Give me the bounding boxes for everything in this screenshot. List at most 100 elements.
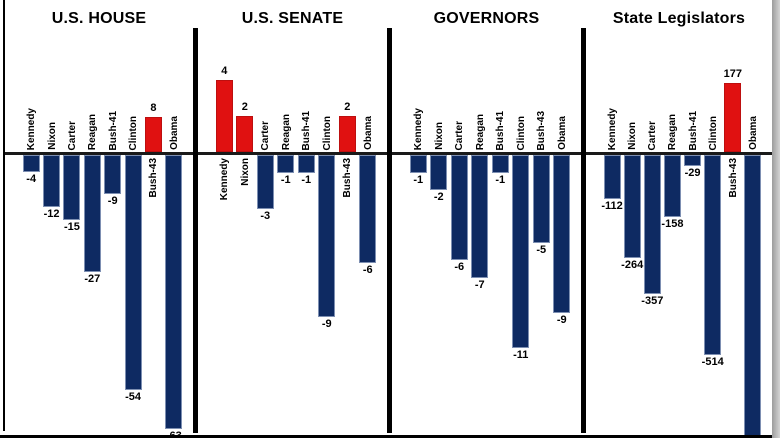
chart-title-us-house: U.S. HOUSE <box>51 10 147 27</box>
bar-obama <box>359 155 377 263</box>
x-axis-line <box>198 152 387 155</box>
bar-bush-41 <box>104 155 122 195</box>
bar-value-label: -264 <box>621 258 644 271</box>
chart-title-governors: GOVERNORS <box>433 10 540 27</box>
bar-value-label: 2 <box>241 101 248 113</box>
bar-bush-43 <box>532 155 550 243</box>
bar-category-label: Bush-43 <box>148 158 160 198</box>
bar-category-label: Bush-41 <box>301 110 313 150</box>
bar-nixon <box>236 116 254 152</box>
bar-clinton <box>704 155 722 356</box>
bar-category-label: Reagan <box>280 113 292 150</box>
bar-kennedy <box>603 155 621 199</box>
bar-reagan <box>471 155 489 278</box>
bar-value-label: 2 <box>344 101 351 113</box>
bar-value-label: -7 <box>474 278 485 291</box>
panel-divider <box>581 28 586 433</box>
bar-value-label: 4 <box>221 65 228 77</box>
chart-title-state-legislators: State Legislators <box>612 10 746 27</box>
bar-value-label: -6 <box>362 264 373 276</box>
bar-value-label: -158 <box>661 217 684 230</box>
bar-kennedy <box>215 80 233 152</box>
x-axis-line <box>5 152 193 155</box>
bar-value-label: -12 <box>43 208 60 221</box>
bar-bush-43 <box>144 117 162 152</box>
bar-category-label: Clinton <box>128 115 140 150</box>
bar-clinton <box>512 155 530 348</box>
bar-value-label: -1 <box>413 173 424 186</box>
bar-category-label: Obama <box>556 116 568 150</box>
bar-category-label: Carter <box>647 120 659 150</box>
bar-value-label: -9 <box>556 313 567 326</box>
bar-category-label: Obama <box>747 116 759 150</box>
bar-value-label: -11 <box>513 348 529 361</box>
bar-obama <box>744 155 762 438</box>
bar-category-label: Nixon <box>46 122 58 150</box>
bar-clinton <box>124 155 142 390</box>
bar-category-label: Nixon <box>433 122 445 150</box>
bar-value-label: -29 <box>684 167 701 180</box>
panel-governors: GOVERNORS Kennedy -1 Nixon -2 Carter -6 Reagan… <box>392 0 581 438</box>
bar-value-label: -2 <box>433 191 444 203</box>
bar-value-label: -1 <box>301 174 312 186</box>
bar-value-label: -112 <box>601 199 623 212</box>
bar-category-label: Reagan <box>87 113 99 150</box>
x-axis-line <box>392 152 581 155</box>
bar-value-label: -357 <box>641 295 664 308</box>
panel-us-senate: U.S. SENATE Kennedy 4 Nixon 2 Carter -3 Reagan… <box>198 0 387 438</box>
bar-category-label: Kennedy <box>26 107 38 150</box>
x-axis-line <box>586 152 772 155</box>
bar-nixon <box>623 155 641 258</box>
plot-area-governors: Kennedy -1 Nixon -2 Carter -6 Reagan -7 Bush-41 -… <box>392 0 581 438</box>
bar-category-label: Nixon <box>239 158 251 186</box>
bar-value-label: -6 <box>454 261 465 273</box>
bottom-frame-line <box>0 435 772 438</box>
bar-carter <box>63 155 81 221</box>
bar-category-label: Clinton <box>707 115 719 150</box>
bar-reagan <box>83 155 101 273</box>
bar-value-label: -5 <box>536 243 547 256</box>
bar-nixon <box>43 155 61 208</box>
plot-area-state-legislators: Kennedy -112 Nixon -264 Carter -357 Reagan -158… <box>586 0 772 438</box>
left-frame-line <box>3 0 5 431</box>
bar-carter <box>643 155 661 295</box>
bar-kennedy <box>409 155 427 173</box>
bar-category-label: Bush-43 <box>536 110 548 150</box>
bar-bush-41 <box>684 155 702 167</box>
bar-value-label: -1 <box>280 174 291 186</box>
panel-divider <box>193 28 198 433</box>
panel-state-legislators: State Legislators Kennedy -112 Nixon -264 Ca… <box>586 0 772 438</box>
bar-value-label: -514 <box>701 356 724 369</box>
bar-kennedy <box>22 155 40 173</box>
bar-value-label: 177 <box>723 67 742 80</box>
bar-category-label: Reagan <box>474 113 486 150</box>
bar-obama <box>165 155 183 430</box>
bar-category-label: Reagan <box>667 113 679 150</box>
right-edge-shadow <box>772 0 780 438</box>
bar-category-label: Bush-41 <box>495 110 507 150</box>
bar-obama <box>553 155 571 313</box>
bar-value-label: -4 <box>26 173 37 186</box>
plot-area-us-house: Kennedy -4 Nixon -12 Carter -15 Reagan -27 Bush-… <box>5 0 193 438</box>
bar-clinton <box>318 155 336 317</box>
bar-category-label: Clinton <box>515 115 527 150</box>
bar-value-label: 8 <box>150 102 157 115</box>
bar-category-label: Obama <box>362 116 374 150</box>
bar-value-label: -1 <box>495 173 506 186</box>
bar-value-label: -9 <box>321 318 332 330</box>
bar-category-label: Clinton <box>321 115 333 150</box>
bar-bush-41 <box>297 155 315 173</box>
plot-area-us-senate: Kennedy 4 Nixon 2 Carter -3 Reagan -1 Bush-41 -1 C… <box>198 0 387 438</box>
panel-us-house: U.S. HOUSE Kennedy -4 Nixon -12 Carter -15 Rea… <box>5 0 193 438</box>
bar-carter <box>256 155 274 209</box>
bar-category-label: Carter <box>260 120 272 150</box>
bar-category-label: Bush-41 <box>107 110 119 150</box>
bar-category-label: Bush-43 <box>727 158 739 198</box>
chart-title-us-senate: U.S. SENATE <box>241 10 344 27</box>
bar-reagan <box>663 155 681 217</box>
bar-category-label: Bush-41 <box>687 110 699 150</box>
bar-bush-43 <box>338 116 356 152</box>
bar-value-label: -3 <box>260 210 271 222</box>
bar-category-label: Kennedy <box>413 107 425 150</box>
